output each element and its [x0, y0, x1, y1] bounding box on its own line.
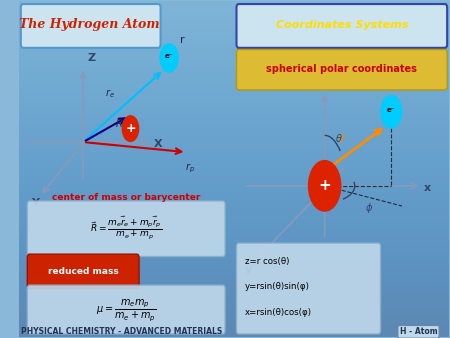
Text: $r_p$: $r_p$ — [185, 162, 195, 175]
Text: center of mass or barycenter: center of mass or barycenter — [52, 193, 200, 202]
FancyBboxPatch shape — [27, 285, 225, 334]
FancyBboxPatch shape — [237, 4, 447, 48]
Text: e⁻: e⁻ — [165, 53, 173, 59]
Text: y=rsin(θ)sin(φ): y=rsin(θ)sin(φ) — [245, 282, 310, 291]
Text: $\theta$: $\theta$ — [335, 132, 343, 144]
Text: +: + — [125, 122, 136, 135]
Text: r: r — [180, 35, 184, 45]
Text: z: z — [329, 77, 335, 87]
Text: Coordinates Systems: Coordinates Systems — [275, 20, 408, 30]
Text: Y: Y — [32, 198, 40, 208]
Text: z=r cos(θ): z=r cos(θ) — [245, 257, 289, 266]
Circle shape — [122, 116, 139, 141]
Text: $r_e$: $r_e$ — [105, 88, 115, 100]
Text: r: r — [338, 132, 345, 145]
Circle shape — [309, 161, 341, 211]
Text: PHYSICAL CHEMISTRY - ADVANCED MATERIALS: PHYSICAL CHEMISTRY - ADVANCED MATERIALS — [21, 327, 222, 336]
Text: e⁻: e⁻ — [387, 107, 396, 113]
Text: spherical polar coordinates: spherical polar coordinates — [266, 64, 417, 74]
Text: x: x — [423, 183, 431, 193]
FancyBboxPatch shape — [237, 243, 381, 334]
Text: $\vec{R} = \dfrac{m_e\vec{r}_e + m_p\vec{r}_p}{m_e + m_p}$: $\vec{R} = \dfrac{m_e\vec{r}_e + m_p\vec… — [90, 214, 162, 241]
Text: $R$: $R$ — [116, 117, 123, 129]
FancyBboxPatch shape — [27, 201, 225, 257]
FancyBboxPatch shape — [237, 49, 447, 90]
Circle shape — [381, 96, 401, 128]
Text: H - Atom: H - Atom — [400, 327, 437, 336]
Text: $\mu = \dfrac{m_e m_p}{m_e + m_p}$: $\mu = \dfrac{m_e m_p}{m_e + m_p}$ — [96, 297, 156, 322]
Text: $\phi$: $\phi$ — [365, 201, 374, 215]
Text: +: + — [318, 178, 331, 193]
Text: The Hydrogen Atom: The Hydrogen Atom — [19, 18, 160, 31]
Text: reduced mass: reduced mass — [48, 267, 118, 276]
FancyBboxPatch shape — [21, 4, 161, 48]
Text: Z: Z — [87, 53, 95, 63]
Text: y: y — [245, 265, 252, 275]
FancyBboxPatch shape — [27, 254, 139, 289]
Text: X: X — [154, 139, 163, 149]
Circle shape — [160, 44, 178, 72]
Text: x=rsin(θ)cos(φ): x=rsin(θ)cos(φ) — [245, 308, 312, 317]
